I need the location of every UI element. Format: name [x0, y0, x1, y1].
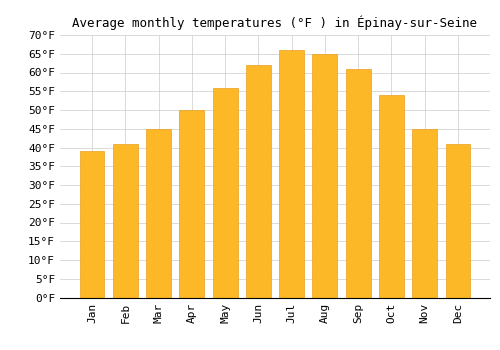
- Bar: [312, 54, 338, 298]
- Bar: [446, 144, 470, 298]
- Bar: [80, 151, 104, 298]
- Bar: [279, 50, 304, 298]
- Title: Average monthly temperatures (°F ) in Épinay-sur-Seine: Average monthly temperatures (°F ) in Ép…: [72, 15, 477, 30]
- Bar: [180, 110, 204, 298]
- Bar: [113, 144, 138, 298]
- Bar: [412, 129, 437, 298]
- Bar: [212, 88, 238, 298]
- Bar: [346, 69, 370, 298]
- Bar: [379, 95, 404, 298]
- Bar: [146, 129, 171, 298]
- Bar: [246, 65, 271, 298]
